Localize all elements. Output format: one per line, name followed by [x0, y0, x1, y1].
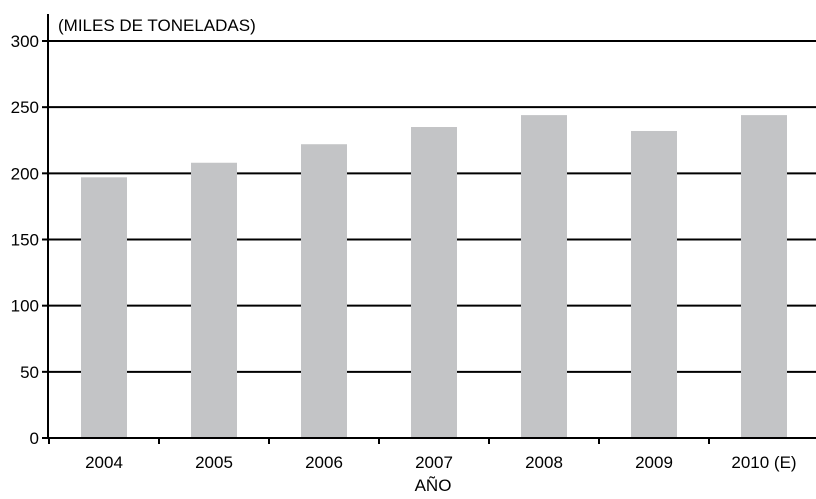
bar-2009: [631, 130, 677, 438]
y-tick-label-200: 200: [11, 164, 39, 183]
y-tick-label-50: 50: [20, 363, 39, 382]
y-tick-label-250: 250: [11, 98, 39, 117]
y-axis-ticks: 0 50 100 150 200 250 300: [11, 32, 48, 448]
y-tick-label-300: 300: [11, 32, 39, 51]
bar-2008: [521, 115, 567, 439]
bar-2006: [301, 144, 347, 438]
axes: [47, 14, 816, 439]
bar-2007: [411, 127, 457, 439]
x-tick-label-2007: 2007: [415, 453, 453, 472]
x-axis-title: AÑO: [415, 476, 452, 495]
x-tick-label-2010 (E): 2010 (E): [731, 453, 796, 472]
y-tick-label-100: 100: [11, 297, 39, 316]
x-tick-label-2004: 2004: [85, 453, 123, 472]
y-axis-title: (MILES DE TONELADAS): [58, 16, 256, 35]
x-tick-label-2006: 2006: [305, 453, 343, 472]
x-tick-label-2009: 2009: [635, 453, 673, 472]
x-tick-label-2008: 2008: [525, 453, 563, 472]
y-tick-label-0: 0: [30, 429, 39, 448]
x-axis-ticks: 2004 2005 2006 2007 2008 2009 2010 (E): [48, 438, 797, 472]
x-tick-label-2005: 2005: [195, 453, 233, 472]
bar-2005: [191, 162, 237, 438]
bar-2004: [81, 177, 127, 438]
bar-2010 (E): [741, 115, 787, 439]
y-tick-label-150: 150: [11, 231, 39, 250]
bars: [81, 115, 787, 439]
